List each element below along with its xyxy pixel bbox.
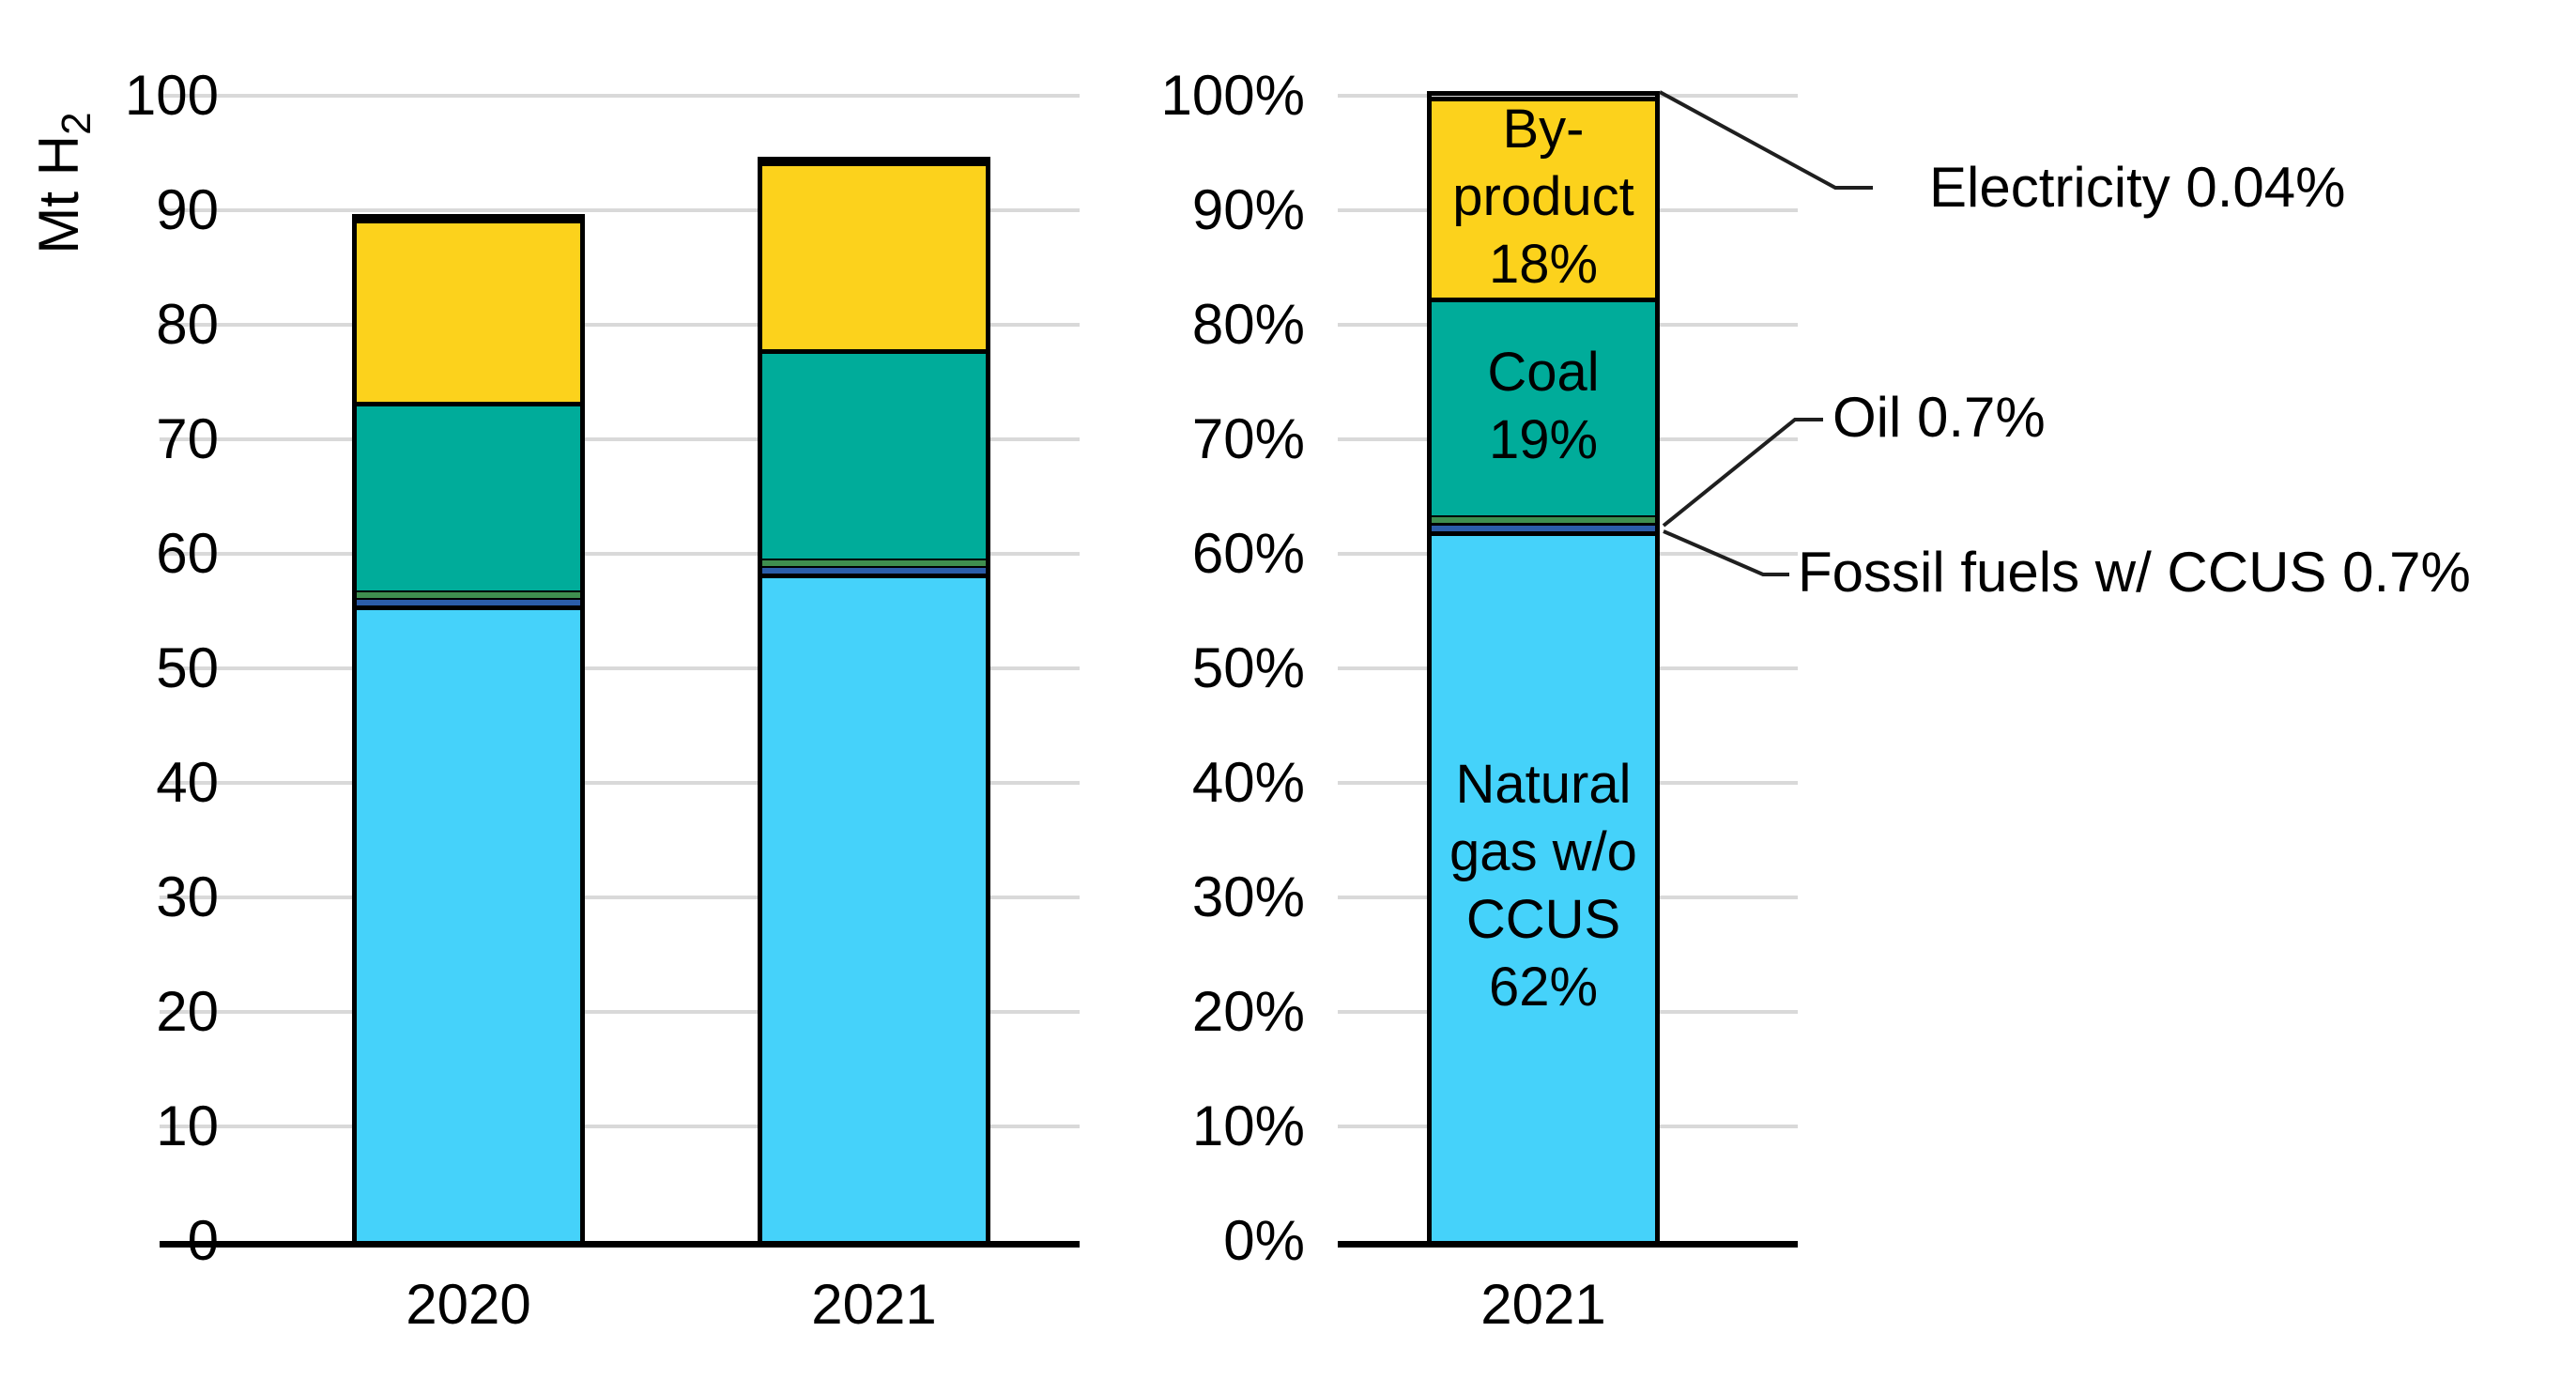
bar-2020 (352, 213, 585, 1241)
gridline-30 (160, 896, 1080, 899)
gridline-50 (160, 666, 1080, 670)
x-axis-line (160, 1241, 1080, 1248)
segment-natural-gas-w-o-ccus (762, 573, 986, 1241)
y-tick-label-40: 40% (1191, 751, 1305, 814)
leader-line-electricity (1659, 90, 1873, 190)
y-tick-label-40: 40 (156, 751, 219, 814)
segment-label-line: product (1452, 165, 1634, 227)
segment-by-product (357, 218, 580, 402)
segment-label-line: 19% (1488, 408, 1599, 470)
y-tick-label-80: 80% (1191, 293, 1305, 356)
y-tick-label-70: 70% (1191, 407, 1305, 470)
y-tick-label-50: 50% (1191, 636, 1305, 699)
segment-label-line: Natural (1455, 753, 1632, 815)
y-tick-label-20: 20% (1191, 980, 1305, 1043)
gridline-20 (160, 1010, 1080, 1014)
y-tick-label-100: 100% (1160, 64, 1305, 127)
segment-coal (357, 401, 580, 591)
y-tick-label-80: 80 (156, 293, 219, 356)
segment-fossil-fuels-w-ccus (1432, 520, 1655, 531)
y-tick-label-90: 90 (156, 178, 219, 241)
gridline-80 (160, 323, 1080, 327)
y-tick-label-60: 60 (156, 522, 219, 585)
y-tick-label-0: 0 (0, 1208, 219, 1274)
y-tick-label-90: 90% (1191, 178, 1305, 241)
segment-by-product (1432, 96, 1655, 298)
y-tick-label-10: 10% (1191, 1095, 1305, 1157)
gridline-40 (160, 781, 1080, 785)
y-tick-label-70: 70 (156, 407, 219, 470)
annotation-fossil-ccus: Fossil fuels w/ CCUS 0.7% (1798, 541, 2471, 604)
x-axis-line (1338, 1241, 1798, 1248)
segment-natural-gas-w-o-ccus (1432, 530, 1655, 1241)
leader-line-fossil-ccus (1663, 529, 1789, 576)
segment-label-line: gas w/o (1449, 820, 1637, 882)
gridline-70 (160, 437, 1080, 441)
segment-label-coal: Coal 19% (1487, 339, 1599, 474)
leader-line-oil (1662, 418, 1823, 528)
y-tick-label-100: 100 (124, 64, 219, 127)
x-tick-label-2021: 2021 (1480, 1273, 1606, 1336)
x-tick-label-2020: 2020 (406, 1273, 531, 1336)
segment-label-line: CCUS (1465, 888, 1621, 950)
y-tick-label-30: 30 (156, 865, 219, 928)
segment-label-natural-gas-w-o-ccus: Natural gas w/o CCUS 62% (1449, 751, 1637, 1021)
y-tick-label-20: 20 (156, 980, 219, 1043)
segment-label-line: By- (1502, 98, 1585, 160)
gridline-10 (160, 1125, 1080, 1128)
gridline-100 (160, 94, 1080, 98)
annotation-oil: Oil 0.7% (1832, 386, 2046, 449)
annotation-electricity: Electricity 0.04% (1929, 156, 2346, 219)
bar-2021 (758, 156, 990, 1241)
gridline-90 (160, 208, 1080, 212)
y-tick-label-30: 30% (1191, 865, 1305, 928)
segment-coal (1432, 297, 1655, 515)
gridline-60 (160, 552, 1080, 556)
x-tick-label-2021: 2021 (811, 1273, 937, 1336)
y-tick-label-50: 50 (156, 636, 219, 699)
segment-label-line: 62% (1488, 956, 1599, 1018)
y-tick-label-10: 10 (156, 1095, 219, 1157)
segment-natural-gas-w-o-ccus (357, 605, 580, 1241)
segment-coal (762, 348, 986, 559)
y-tick-label-0: 0% (1223, 1209, 1305, 1272)
y-tick-label-60: 60% (1191, 522, 1305, 585)
segment-label-by-product: By-product 18% (1452, 96, 1633, 299)
segment-by-product (762, 161, 986, 349)
gridline-100 (1338, 94, 1798, 98)
bar-2021-share (1427, 91, 1660, 1241)
segment-oil (1432, 513, 1655, 524)
segment-label-line: Coal (1487, 341, 1600, 403)
segment-label-line: 18% (1488, 233, 1599, 295)
